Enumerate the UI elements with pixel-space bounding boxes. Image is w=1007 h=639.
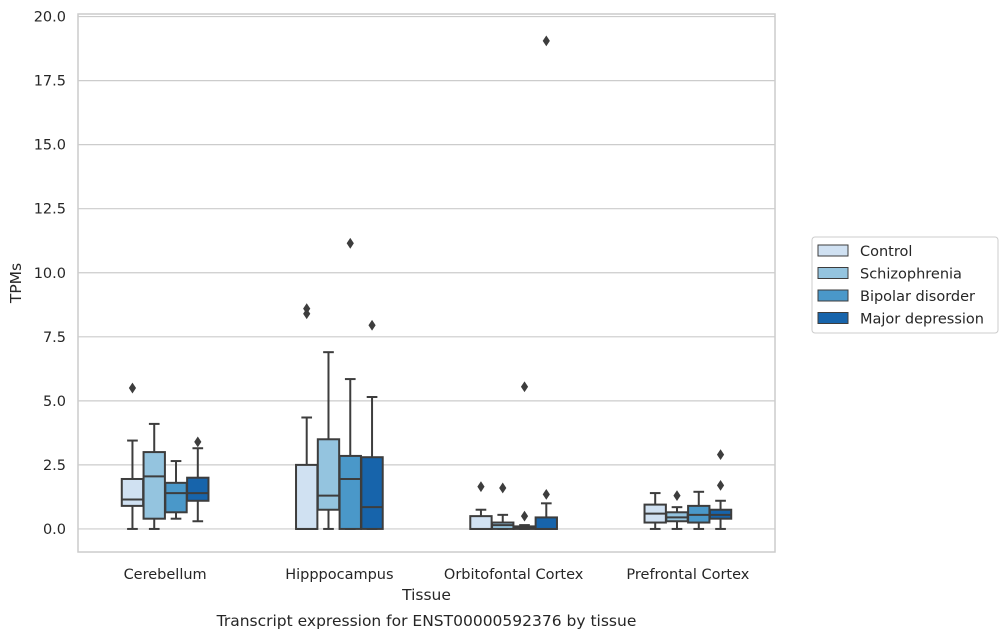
box-group bbox=[512, 381, 537, 530]
x-tick-label: Prefrontal Cortex bbox=[626, 567, 749, 583]
legend-label: Bipolar disorder bbox=[860, 289, 975, 305]
box-iqr bbox=[142, 451, 166, 520]
y-tick-label: 2.5 bbox=[43, 458, 66, 474]
legend-swatch bbox=[817, 312, 849, 324]
box-iqr bbox=[360, 456, 384, 530]
outlier-point bbox=[716, 449, 725, 461]
box-group bbox=[295, 303, 319, 530]
box-group bbox=[164, 460, 188, 520]
box-group bbox=[665, 490, 689, 530]
box-iqr bbox=[120, 477, 145, 507]
legend-label: Control bbox=[860, 244, 912, 260]
box-group bbox=[643, 492, 667, 530]
box-iqr bbox=[534, 516, 558, 530]
x-tick-label: Cerebellum bbox=[124, 567, 207, 583]
outlier-point bbox=[303, 303, 311, 315]
box-group bbox=[186, 436, 210, 523]
box-group bbox=[534, 35, 558, 530]
y-tick-label: 0.0 bbox=[43, 522, 66, 538]
box-iqr bbox=[186, 476, 210, 502]
outlier-point bbox=[194, 436, 202, 448]
legend-swatch bbox=[817, 289, 849, 302]
outlier-point bbox=[368, 319, 376, 331]
box-iqr bbox=[316, 438, 341, 511]
box-group bbox=[687, 490, 711, 530]
y-tick-label: 15.0 bbox=[34, 138, 66, 154]
outlier-point bbox=[542, 488, 550, 500]
legend-label: Schizophrenia bbox=[860, 267, 962, 283]
outlier-point bbox=[499, 482, 507, 494]
outlier-point bbox=[673, 490, 681, 502]
y-tick-label: 17.5 bbox=[34, 74, 66, 90]
box-group bbox=[142, 422, 166, 530]
x-axis-label: Tissue bbox=[401, 586, 451, 604]
y-tick-label: 20.0 bbox=[34, 10, 66, 26]
plot-area-frame bbox=[77, 13, 776, 553]
legend-swatch bbox=[817, 244, 849, 257]
legend-swatch bbox=[817, 267, 849, 279]
legend-label: Major depression bbox=[860, 312, 984, 328]
box-iqr bbox=[164, 481, 188, 514]
x-tick-label: Hipppocampus bbox=[285, 567, 393, 583]
outlier-point bbox=[520, 510, 529, 522]
x-tick-label: Orbitofontal Cortex bbox=[444, 567, 584, 583]
box-iqr bbox=[469, 515, 493, 530]
box-group bbox=[120, 382, 145, 530]
outlier-point bbox=[542, 35, 550, 47]
outlier-point bbox=[477, 481, 485, 493]
box-group bbox=[708, 449, 733, 530]
box-group bbox=[491, 482, 515, 530]
legend-frame bbox=[811, 236, 999, 334]
outlier-point bbox=[716, 479, 725, 491]
box-iqr bbox=[295, 463, 319, 530]
y-tick-label: 10.0 bbox=[34, 266, 66, 282]
boxes bbox=[120, 35, 733, 530]
box-iqr bbox=[338, 454, 362, 530]
gridlines bbox=[78, 15, 775, 530]
y-tick-label: 12.5 bbox=[34, 202, 66, 218]
box-group bbox=[469, 481, 493, 530]
chart-caption: Transcript expression for ENST0000059237… bbox=[216, 612, 637, 630]
x-tick-labels: Cerebellum Hipppocampus Orbitofontal Corte… bbox=[124, 567, 750, 583]
outlier-point bbox=[128, 382, 137, 394]
y-tick-label: 5.0 bbox=[43, 394, 66, 410]
legend: Control Schizophrenia Bipolar disorder Majo… bbox=[811, 236, 999, 334]
y-tick-labels: 0.0 2.5 5.0 7.5 10.0 12.5 15.0 17.5 20.0 bbox=[34, 10, 66, 538]
outlier-point bbox=[520, 381, 529, 393]
box-group bbox=[316, 351, 341, 530]
box-group bbox=[338, 237, 362, 530]
box-group bbox=[360, 319, 384, 530]
y-tick-label: 7.5 bbox=[43, 330, 66, 346]
outlier-point bbox=[346, 237, 354, 249]
y-axis-label: TPMs bbox=[7, 263, 25, 304]
